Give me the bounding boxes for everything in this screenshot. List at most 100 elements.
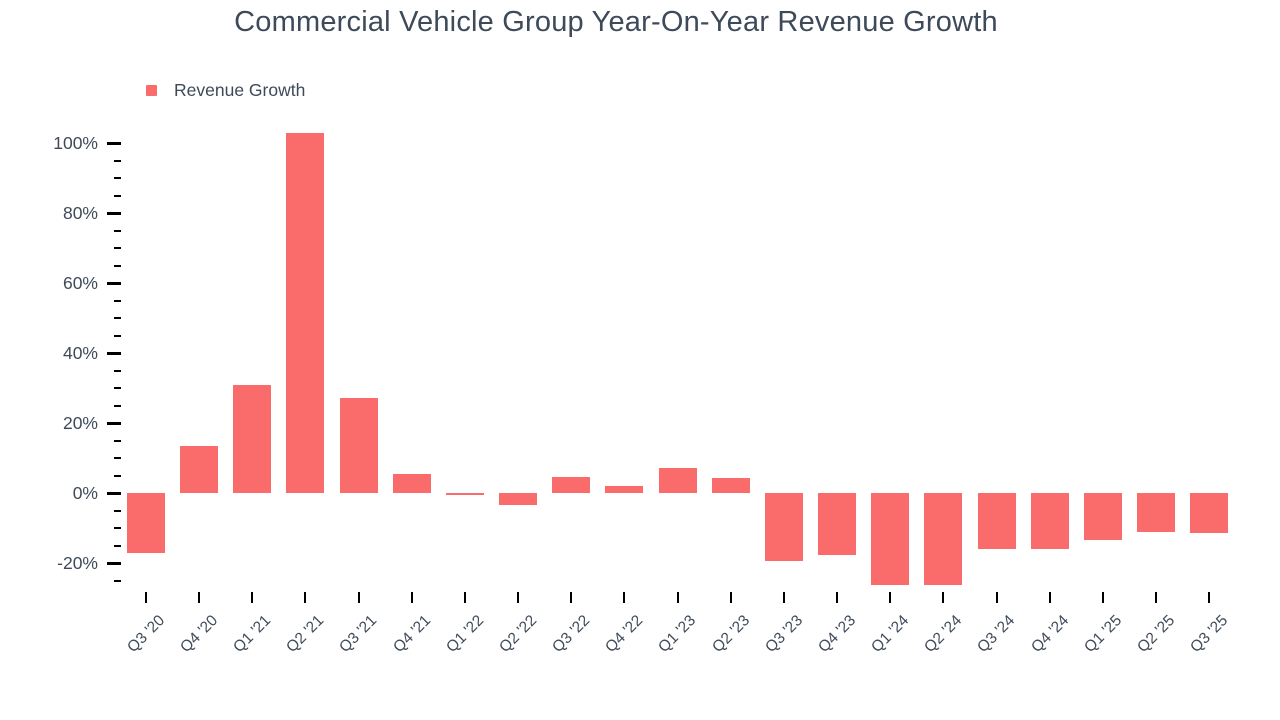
y-tick-major xyxy=(107,421,121,425)
x-tick xyxy=(570,592,573,603)
legend-label: Revenue Growth xyxy=(174,80,306,100)
bar-q423 xyxy=(818,493,857,555)
y-tick-label: 0% xyxy=(72,483,98,503)
x-tick-label: Q3 '24 xyxy=(974,612,1019,656)
x-tick xyxy=(251,592,254,603)
y-tick-minor xyxy=(114,404,121,407)
bar-q225 xyxy=(1137,493,1176,533)
y-tick-minor xyxy=(114,387,121,389)
legend-swatch-icon xyxy=(146,85,157,96)
y-tick-minor xyxy=(114,334,121,337)
y-tick-major xyxy=(107,561,121,565)
y-tick-label: 40% xyxy=(62,343,98,363)
x-tick xyxy=(942,592,945,603)
x-tick-label: Q4 '20 xyxy=(177,612,222,656)
y-tick-label: 60% xyxy=(62,273,98,293)
x-tick-label: Q1 '21 xyxy=(230,612,275,656)
x-tick-label: Q4 '21 xyxy=(389,612,434,656)
x-tick xyxy=(1101,592,1104,603)
bar-q323 xyxy=(764,493,803,561)
bar-q422 xyxy=(605,485,644,493)
x-tick-label: Q2 '24 xyxy=(921,612,966,656)
bar-q424 xyxy=(1030,493,1069,550)
bar-q322 xyxy=(552,477,591,493)
y-tick-major xyxy=(107,141,121,145)
y-tick-minor xyxy=(114,579,121,582)
y-tick-minor xyxy=(114,474,121,477)
y-tick-minor xyxy=(114,509,121,512)
x-tick xyxy=(1048,592,1051,603)
x-tick-label: Q2 '21 xyxy=(283,612,328,656)
x-tick xyxy=(623,592,626,603)
x-tick xyxy=(782,592,785,603)
y-tick-minor xyxy=(114,264,121,267)
bar-q421 xyxy=(392,474,431,493)
bar-q320 xyxy=(127,493,165,554)
x-tick xyxy=(304,592,307,603)
y-tick-minor xyxy=(114,544,121,547)
x-tick-label: Q4 '23 xyxy=(815,612,860,656)
x-tick-label: Q1 '23 xyxy=(655,612,700,656)
x-tick xyxy=(729,592,732,603)
x-tick-label: Q1 '22 xyxy=(443,612,487,656)
x-tick-label: Q3 '21 xyxy=(336,612,381,656)
bar-q223 xyxy=(711,478,750,493)
x-tick xyxy=(198,592,201,603)
bar-q324 xyxy=(977,493,1016,549)
y-tick-minor xyxy=(114,527,121,529)
chart-title: Commercial Vehicle Group Year-On-Year Re… xyxy=(234,6,998,38)
x-tick-label: Q2 '22 xyxy=(496,612,541,656)
x-tick-label: Q1 '24 xyxy=(868,612,913,656)
x-tick-label: Q3 '23 xyxy=(761,612,806,656)
y-tick-label: -20% xyxy=(57,553,98,573)
y-tick-label: 80% xyxy=(62,203,98,223)
x-tick xyxy=(676,592,679,603)
bar-q123 xyxy=(658,467,697,493)
x-tick-label: Q2 '23 xyxy=(708,612,753,656)
bar-q122 xyxy=(445,493,484,496)
x-tick-label: Q4 '22 xyxy=(602,612,647,656)
x-tick-label: Q4 '24 xyxy=(1027,612,1072,656)
x-tick xyxy=(995,592,998,603)
y-tick-minor xyxy=(114,247,121,249)
y-tick-major xyxy=(107,351,121,355)
x-tick xyxy=(836,592,839,603)
y-tick-label: 100% xyxy=(53,133,98,153)
legend: Revenue Growth xyxy=(146,80,305,101)
bar-q121 xyxy=(233,385,272,493)
bar-q224 xyxy=(924,493,963,586)
y-tick-major xyxy=(107,281,121,285)
y-tick-minor xyxy=(114,317,121,319)
x-tick xyxy=(410,592,413,603)
y-tick-minor xyxy=(114,439,121,442)
x-tick-label: Q3 '22 xyxy=(549,612,594,656)
x-tick xyxy=(357,592,360,603)
x-tick xyxy=(889,592,892,603)
bar-q125 xyxy=(1083,493,1122,540)
y-tick-minor xyxy=(114,299,121,302)
y-tick-minor xyxy=(114,369,121,372)
x-tick-label: Q3 '25 xyxy=(1187,612,1232,656)
y-tick-minor xyxy=(114,159,121,162)
bar-q420 xyxy=(180,446,219,493)
bar-q325 xyxy=(1190,493,1229,533)
y-tick-minor xyxy=(114,177,121,179)
y-tick-minor xyxy=(114,457,121,459)
x-tick xyxy=(145,592,147,603)
x-tick xyxy=(463,592,466,603)
y-tick-label: 20% xyxy=(62,413,98,433)
y-tick-minor xyxy=(114,194,121,197)
bar-q321 xyxy=(339,397,378,493)
bar-q222 xyxy=(499,493,538,505)
x-tick xyxy=(517,592,520,603)
x-tick xyxy=(1208,592,1211,603)
x-tick-label: Q3 '20 xyxy=(124,612,169,656)
x-tick-label: Q2 '25 xyxy=(1134,612,1179,656)
y-tick-major xyxy=(107,491,121,495)
y-tick-minor xyxy=(114,229,121,232)
x-tick xyxy=(1155,592,1158,603)
y-tick-major xyxy=(107,211,121,215)
